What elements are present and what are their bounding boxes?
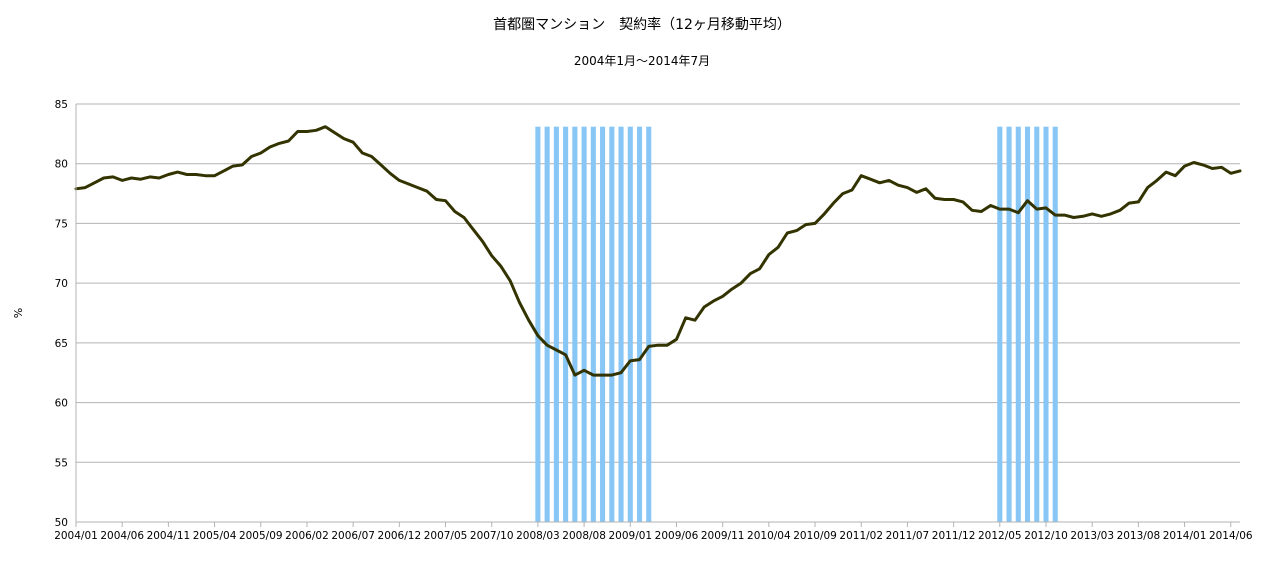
shaded-band-bar: [636, 126, 643, 522]
shaded-band-bar: [544, 126, 550, 522]
chart-subtitle: 2004年1月～2014年7月: [573, 54, 711, 68]
x-tick-label: 2008/08: [562, 530, 606, 542]
shaded-band-bar: [600, 126, 606, 522]
x-tick-label: 2011/02: [839, 530, 883, 542]
x-tick-label: 2014/06: [1209, 530, 1253, 542]
x-tick-label: 2004/11: [147, 530, 191, 542]
y-tick-labels: 50 55 60 65 70 75 80 85: [55, 99, 68, 529]
series-group: [74, 125, 1242, 377]
shaded-band-bar: [563, 126, 569, 522]
shaded-band-bar: [627, 126, 633, 522]
x-tick-label: 2005/04: [193, 530, 237, 542]
shaded-band-bar: [1034, 126, 1040, 522]
shaded-band-bar: [997, 126, 1003, 522]
x-tick-label: 2011/12: [932, 530, 976, 542]
x-tick-label: 2009/01: [608, 530, 652, 542]
gridlines: [76, 103, 1240, 523]
x-tick-label: 2010/04: [747, 530, 791, 542]
shaded-band-bar: [1015, 126, 1021, 522]
x-tick-label: 2012/10: [1024, 530, 1068, 542]
shaded-band-bar: [1052, 126, 1058, 522]
x-tick-label: 2007/10: [470, 530, 514, 542]
x-tick-label: 2006/12: [378, 530, 422, 542]
y-axis-label: %: [12, 308, 25, 318]
x-tick-label: 2013/08: [1117, 530, 1161, 542]
y-tick-label: 75: [55, 218, 68, 230]
x-tick-label: 2010/09: [793, 530, 837, 542]
y-tick-label: 50: [55, 517, 68, 529]
x-tick-label: 2004/06: [100, 530, 144, 542]
shaded-band-bar: [1006, 126, 1012, 522]
x-tick-label: 2013/03: [1070, 530, 1114, 542]
shaded-band-bar: [618, 126, 624, 522]
shaded-band-bar: [535, 126, 541, 522]
shaded-band-bar: [581, 126, 587, 522]
y-tick-label: 70: [55, 278, 68, 290]
y-tick-label: 55: [55, 457, 68, 469]
y-tick-label: 60: [55, 398, 68, 410]
x-tick-label: 2009/11: [701, 530, 745, 542]
shaded-bands: [535, 126, 1058, 522]
shaded-band-bar: [590, 126, 596, 522]
chart-title: 首都圏マンション 契約率（12ヶ月移動平均）: [493, 17, 791, 33]
shaded-band-bar: [1043, 126, 1049, 522]
x-tick-label: 2008/03: [516, 530, 560, 542]
shaded-band-bar: [572, 126, 578, 522]
x-tick-label: 2004/01: [54, 530, 98, 542]
x-tick-label: 2014/01: [1163, 530, 1207, 542]
x-tick-label: 2005/09: [239, 530, 283, 542]
y-tick-label: 65: [55, 338, 68, 350]
x-tick-label: 2009/06: [655, 530, 699, 542]
x-tick-label: 2007/05: [424, 530, 468, 542]
shaded-band-bar: [609, 126, 615, 522]
x-tick-labels: 2004/01 2004/06 2004/11 2005/04 2005/09 2006/…: [54, 530, 1253, 542]
series-line: [74, 125, 1242, 377]
x-tick-label: 2012/05: [978, 530, 1022, 542]
x-tick-label: 2006/07: [331, 530, 375, 542]
shaded-band-bar: [1024, 126, 1031, 522]
shaded-band-bar: [646, 126, 652, 522]
y-tick-label: 85: [55, 99, 68, 111]
axes: [75, 104, 1240, 527]
x-tick-label: 2006/02: [285, 530, 329, 542]
y-tick-label: 80: [55, 159, 68, 171]
shaded-band-bar: [553, 126, 559, 522]
x-tick-label: 2011/07: [886, 530, 930, 542]
